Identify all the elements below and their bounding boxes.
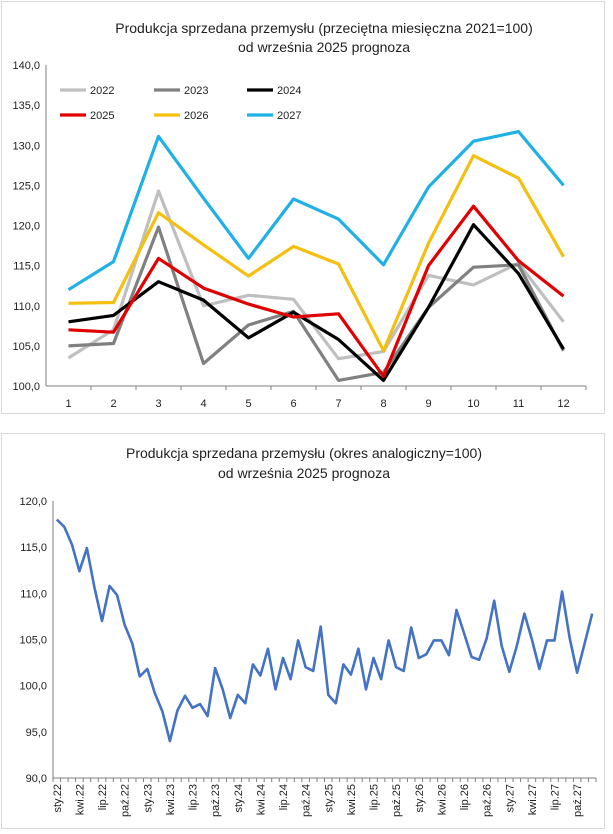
chart1-x-tick-label: 1 xyxy=(65,398,71,410)
chart1-y-tick-label: 135,0 xyxy=(12,100,40,112)
legend-label-2022: 2022 xyxy=(90,85,114,97)
chart1-title: Produkcja sprzedana przemysłu (przeciętn… xyxy=(115,20,533,36)
chart2-x-tick-label: paź.26 xyxy=(482,784,494,817)
chart2-y-tick-label: 120,0 xyxy=(19,496,47,508)
series-line-2024 xyxy=(68,223,565,382)
legend-label-2027: 2027 xyxy=(277,110,301,122)
series-line-2025 xyxy=(68,204,565,378)
chart2-x-tick-label: sty.22 xyxy=(52,784,64,813)
chart2-x-tick-label: sty.26 xyxy=(414,784,426,813)
chart1-y-tick-label: 140,0 xyxy=(12,60,40,72)
legend-label-2024: 2024 xyxy=(277,85,301,97)
chart-panel-yoy: Produkcja sprzedana przemysłu (okres ana… xyxy=(1,433,605,829)
chart-yoy-svg: Produkcja sprzedana przemysłu (okres ana… xyxy=(19,445,597,817)
chart2-x-tick-label: kwi.25 xyxy=(346,784,358,815)
chart2-subtitle: od września 2025 prognoza xyxy=(218,465,390,481)
chart1-y-tick-label: 120,0 xyxy=(12,221,40,233)
series-line-2022 xyxy=(67,189,565,361)
chart2-x-tick-label: paź.23 xyxy=(210,784,222,817)
chart2-y-tick-label: 90,0 xyxy=(26,773,47,785)
chart1-x-tick-label: 4 xyxy=(200,398,206,410)
chart1-x-tick-label: 12 xyxy=(557,398,569,410)
chart2-x-tick-label: sty.24 xyxy=(233,784,245,813)
chart2-x-tick-label: kwi.27 xyxy=(527,784,539,815)
chart2-x-tick-label: paź.22 xyxy=(120,784,132,817)
chart1-x-tick-label: 11 xyxy=(513,398,524,410)
chart1-y-tick-label: 115,0 xyxy=(13,261,40,273)
legend-label-2025: 2025 xyxy=(90,110,114,122)
chart2-y-tick-label: 105,0 xyxy=(19,635,47,647)
legend-label-2026: 2026 xyxy=(184,110,208,122)
chart2-y-tick-label: 115,0 xyxy=(20,542,47,554)
chart2-x-tick-label: kwi.26 xyxy=(436,784,448,815)
chart2-x-tick-label: lip.22 xyxy=(97,784,109,810)
chart1-x-tick-label: 3 xyxy=(155,398,161,410)
chart1-x-tick-label: 8 xyxy=(380,398,386,410)
chart2-x-tick-label: sty.27 xyxy=(504,784,516,813)
chart1-y-tick-label: 125,0 xyxy=(12,180,40,192)
chart2-x-tick-label: kwi.24 xyxy=(255,784,267,815)
chart1-y-tick-label: 110,0 xyxy=(13,301,40,313)
chart2-x-tick-label: lip.25 xyxy=(369,784,381,810)
chart1-x-tick-label: 7 xyxy=(335,398,341,410)
chart2-x-tick-label: sty.23 xyxy=(142,784,154,813)
chart1-y-tick-label: 100,0 xyxy=(12,381,40,393)
chart2-x-tick-label: paź.27 xyxy=(572,784,584,817)
chart1-x-tick-label: 10 xyxy=(467,398,479,410)
chart2-x-tick-label: kwi.22 xyxy=(74,784,86,815)
chart2-y-tick-label: 100,0 xyxy=(19,681,47,693)
chart2-title: Produkcja sprzedana przemysłu (okres ana… xyxy=(126,445,482,461)
chart2-y-tick-label: 110,0 xyxy=(20,588,47,600)
chart1-x-tick-label: 9 xyxy=(425,398,431,410)
chart1-x-tick-label: 6 xyxy=(290,398,296,410)
legend-label-2023: 2023 xyxy=(184,85,208,97)
chart2-x-tick-label: lip.27 xyxy=(550,784,562,810)
series-line-2026 xyxy=(68,154,565,353)
chart1-y-tick-label: 105,0 xyxy=(12,341,40,353)
chart1-x-tick-label: 5 xyxy=(245,398,251,410)
series-line-2023 xyxy=(68,225,565,382)
series-line-yoy xyxy=(55,518,594,743)
chart1-x-tick-label: 2 xyxy=(110,398,116,410)
chart2-x-tick-label: lip.26 xyxy=(459,784,471,810)
chart-panel-monthly: Produkcja sprzedana przemysłu (przeciętn… xyxy=(1,1,605,414)
series-line-2027 xyxy=(67,130,565,292)
chart1-subtitle: od września 2025 prognoza xyxy=(238,39,410,55)
chart2-x-tick-label: lip.23 xyxy=(188,784,200,810)
chart1-y-tick-label: 130,0 xyxy=(12,140,40,152)
chart2-x-tick-label: paź.24 xyxy=(301,784,313,817)
chart2-x-tick-label: kwi.23 xyxy=(165,784,177,815)
chart-monthly-svg: Produkcja sprzedana przemysłu (przeciętn… xyxy=(12,20,587,410)
chart2-y-tick-label: 95,0 xyxy=(26,727,47,739)
chart2-x-tick-label: lip.24 xyxy=(278,784,290,810)
chart2-x-tick-label: paź.25 xyxy=(391,784,403,817)
chart2-x-tick-label: sty.25 xyxy=(323,784,335,813)
